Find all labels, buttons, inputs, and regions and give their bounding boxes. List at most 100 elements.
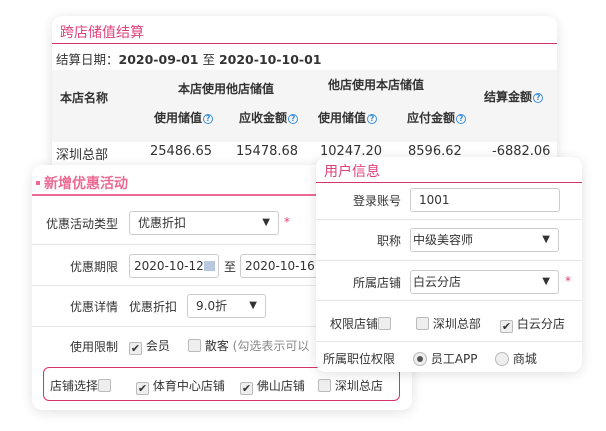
- period-from-input[interactable]: 2020-10-12: [129, 254, 219, 278]
- settlement-card: 跨店储值结算 结算日期：2020-09-01 至 2020-10-10-01 本…: [52, 16, 557, 176]
- divider: [316, 260, 582, 261]
- store-value: 白云分店: [413, 275, 462, 289]
- detail-sub-label: 优惠折扣: [129, 300, 178, 314]
- cell-use2: 10247.20: [320, 144, 383, 159]
- checkbox-icon: [98, 379, 112, 392]
- store-name: 佛山店铺: [256, 379, 305, 393]
- period-to-value: 2020-10-16: [245, 259, 315, 273]
- help-icon[interactable]: ?: [533, 93, 544, 103]
- divider: [316, 341, 582, 342]
- type-label: 优惠活动类型: [45, 217, 118, 231]
- header-receivable: 应收金额?: [239, 109, 299, 126]
- store-label: 所属店铺: [352, 276, 401, 290]
- period-sep: 至: [224, 260, 237, 274]
- settle-label: 结算金额: [484, 90, 533, 104]
- limit-label: 使用限制: [69, 340, 118, 354]
- detail-label: 优惠详情: [69, 300, 118, 314]
- cell-store: 深圳总部: [56, 148, 109, 163]
- date-sep: 至: [202, 52, 215, 67]
- bullet-icon: [36, 181, 40, 185]
- calendar-icon[interactable]: [204, 261, 215, 271]
- date-from: 2020-09-01: [118, 52, 199, 67]
- job-title-label: 职称: [376, 234, 401, 248]
- store-name: 体育中心店铺: [152, 379, 225, 393]
- perm-store-checkbox-0[interactable]: 深圳总部: [416, 315, 481, 332]
- store-select[interactable]: 白云分店 ▼: [410, 270, 559, 294]
- store-checkbox-0[interactable]: ✔ 体育中心店铺: [136, 377, 225, 395]
- date-label: 结算日期：: [56, 52, 119, 67]
- divider: [32, 326, 412, 327]
- walkin-checkbox[interactable]: 散客 (勾选表示可以: [188, 337, 309, 354]
- user-title: 用户信息: [324, 164, 380, 180]
- store-checkbox-1[interactable]: ✔ 佛山店铺: [240, 377, 305, 395]
- checkbox-icon: [416, 317, 429, 330]
- help-icon[interactable]: ?: [367, 114, 378, 124]
- cell-receivable: 15478.68: [236, 144, 299, 159]
- help-icon[interactable]: ?: [456, 114, 467, 124]
- use2-label: 使用储值: [318, 111, 367, 125]
- radio-icon: [495, 352, 509, 366]
- receivable-label: 应收金额: [239, 111, 288, 125]
- role-name: 员工APP: [430, 352, 478, 366]
- store-checkbox-2[interactable]: 深圳总店: [318, 377, 383, 394]
- discount-value: 9.0折: [196, 299, 228, 313]
- use1-label: 使用储值: [154, 111, 203, 125]
- perm-store-name: 深圳总部: [432, 317, 481, 331]
- required-mark: *: [284, 215, 290, 229]
- job-title-value: 中级美容师: [413, 233, 474, 247]
- job-title-select[interactable]: 中级美容师 ▼: [410, 228, 559, 252]
- date-to: 2020-10-10-01: [218, 52, 322, 67]
- dropdown-arrow-icon: ▼: [542, 276, 550, 287]
- radio-selected-icon: [413, 352, 427, 366]
- store-name: 深圳总店: [334, 379, 383, 393]
- settlement-date: 结算日期：2020-09-01 至 2020-10-10-01: [56, 49, 322, 68]
- role-radio-1[interactable]: 商城: [495, 350, 537, 367]
- perm-all-checkbox[interactable]: 权限店铺: [330, 315, 392, 332]
- divider: [32, 285, 412, 286]
- store-label: 店铺选择: [50, 379, 99, 393]
- header-store-name: 本店名称: [60, 91, 109, 105]
- settlement-title: 跨店储值结算: [60, 25, 144, 41]
- member-label: 会员: [145, 339, 170, 353]
- checkbox-checked-icon: ✔: [240, 382, 253, 395]
- store-select-box: [43, 367, 400, 401]
- role-radio-0[interactable]: 员工APP: [413, 350, 478, 367]
- perm-label: 权限店铺: [330, 317, 379, 331]
- checkbox-checked-icon: ✔: [129, 342, 142, 355]
- cell-settle: -6882.06: [492, 144, 551, 159]
- discount-select[interactable]: 9.0折 ▼: [187, 294, 266, 318]
- help-icon[interactable]: ?: [203, 114, 214, 124]
- checkbox-checked-icon: ✔: [500, 320, 513, 333]
- cell-payable: 8596.62: [408, 144, 462, 159]
- dropdown-arrow-icon: ▼: [262, 217, 270, 228]
- period-to-input[interactable]: 2020-10-16: [240, 254, 330, 278]
- user-info-card: 用户信息 登录账号 1001 职称 中级美容师 ▼ 所属店铺 白云分店 ▼ * 权限…: [316, 157, 582, 372]
- checkbox-checked-icon: ✔: [136, 382, 149, 395]
- dropdown-arrow-icon: ▼: [249, 300, 257, 311]
- perm-store-checkbox-1[interactable]: ✔ 白云分店: [500, 315, 565, 333]
- header-use1: 使用储值?: [154, 109, 214, 126]
- member-checkbox[interactable]: ✔ 会员: [129, 337, 170, 355]
- account-label: 登录账号: [352, 194, 401, 208]
- type-select[interactable]: 优惠折扣 ▼: [129, 211, 279, 235]
- account-input[interactable]: 1001: [410, 188, 560, 212]
- cell-use1: 25486.65: [150, 144, 213, 159]
- header-group2: 他店使用本店储值: [328, 78, 425, 92]
- title-divider: [32, 194, 412, 196]
- table-header: [52, 70, 557, 142]
- store-all-checkbox[interactable]: 店铺选择: [50, 377, 112, 394]
- dropdown-arrow-icon: ▼: [542, 234, 550, 245]
- type-value: 优惠折扣: [138, 216, 187, 230]
- header-settle: 结算金额?: [484, 88, 544, 105]
- divider: [32, 244, 412, 245]
- header-group1: 本店使用他店储值: [178, 82, 275, 96]
- payable-label: 应付金额: [407, 111, 456, 125]
- period-from-value: 2020-10-12: [134, 259, 204, 273]
- required-mark: *: [565, 274, 571, 288]
- help-icon[interactable]: ?: [288, 114, 299, 124]
- divider: [316, 300, 582, 301]
- header-payable: 应付金额?: [407, 109, 467, 126]
- walkin-label: 散客: [204, 339, 229, 353]
- perm-store-name: 白云分店: [516, 317, 565, 331]
- title-divider: [52, 43, 557, 44]
